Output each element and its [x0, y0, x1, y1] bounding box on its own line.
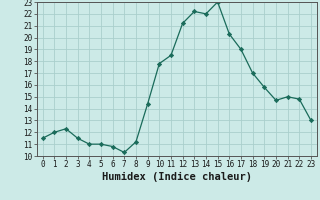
X-axis label: Humidex (Indice chaleur): Humidex (Indice chaleur) — [102, 172, 252, 182]
